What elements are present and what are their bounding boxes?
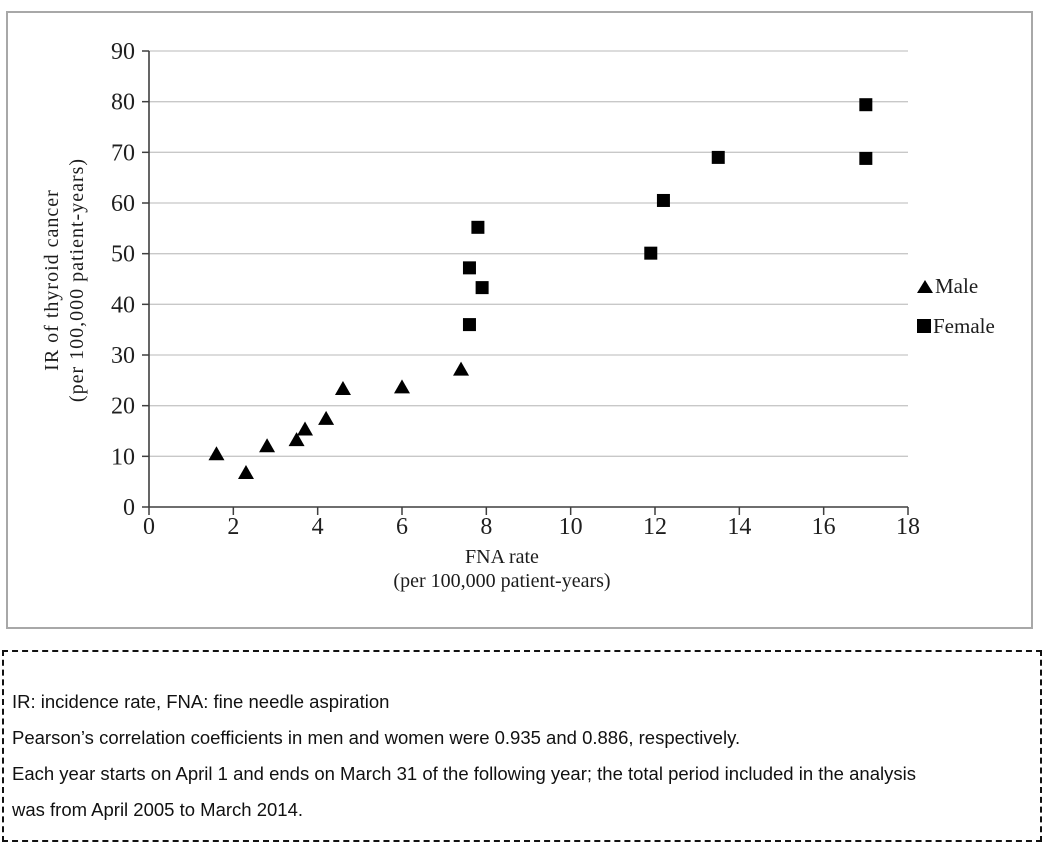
y-tick-label-40: 40 [111,292,135,318]
male-point [297,421,314,436]
female-point [711,150,725,164]
y-tick-label-90: 90 [111,39,135,65]
figure-panel [6,11,1033,629]
x-tick-label-2: 2 [227,514,239,540]
y-axis-title-line1: IR of thyroid cancer [41,189,63,371]
x-tick-label-18: 18 [896,514,920,540]
y-tick-label-50: 50 [111,242,135,268]
y-tick-label-30: 30 [111,343,135,369]
scatter-plot: 0 10 20 30 40 50 60 70 80 90 0 2 4 6 8 10 12 14 16 18 [111,39,920,540]
female-point [656,193,670,207]
male-point [394,379,410,394]
female-point [644,246,658,260]
male-point [453,361,470,376]
y-tick-label-0: 0 [123,495,135,521]
y-tick-label-10: 10 [111,444,135,470]
x-tick-label-14: 14 [727,514,751,540]
female-point [859,98,873,112]
legend: Male Female [917,266,995,346]
x-tick-label-12: 12 [643,514,667,540]
x-tick-label-16: 16 [812,514,836,540]
y-axis-title-line2: (per 100,000 patient-years) [66,157,88,403]
legend-item-female: Female [917,306,995,346]
female-point [462,261,476,275]
x-tick-label-8: 8 [480,514,492,540]
x-tick-label-0: 0 [143,514,155,540]
female-point [475,281,489,295]
x-axis-title: FNA rate (per 100,000 patient-years) [202,545,802,593]
caption-note-period: Each year starts on April 1 and ends on … [12,763,916,820]
male-point [334,380,351,395]
x-axis-title-line1: FNA rate [465,546,539,568]
caption-note-correlation: Pearson’s correlation coefficients in me… [12,727,741,748]
male-point [237,465,254,480]
caption-box: IR: incidence rate, FNA: fine needle asp… [2,650,1042,842]
y-tick-label-70: 70 [111,140,135,166]
caption-note-abbreviations: IR: incidence rate, FNA: fine needle asp… [12,691,390,712]
x-tick-label-10: 10 [559,514,583,540]
legend-label-male: Male [935,273,979,298]
male-point [318,410,335,425]
female-square-icon [917,319,931,333]
y-axis-title: IR of thyroid cancer (per 100,000 patien… [40,50,92,510]
x-axis-title-line2: (per 100,000 patient-years) [393,570,611,592]
y-tick-label-60: 60 [111,191,135,217]
y-tick-label-80: 80 [111,90,135,116]
male-point [208,446,225,461]
x-tick-label-6: 6 [396,514,408,540]
y-tick-label-20: 20 [111,394,135,420]
female-point [462,318,476,332]
legend-item-male: Male [917,266,995,306]
x-tick-label-4: 4 [312,514,324,540]
male-triangle-icon [917,279,933,293]
male-point [259,438,276,453]
male-point [288,432,305,447]
female-point [859,151,873,165]
female-point [471,220,485,234]
legend-label-female: Female [933,313,995,338]
